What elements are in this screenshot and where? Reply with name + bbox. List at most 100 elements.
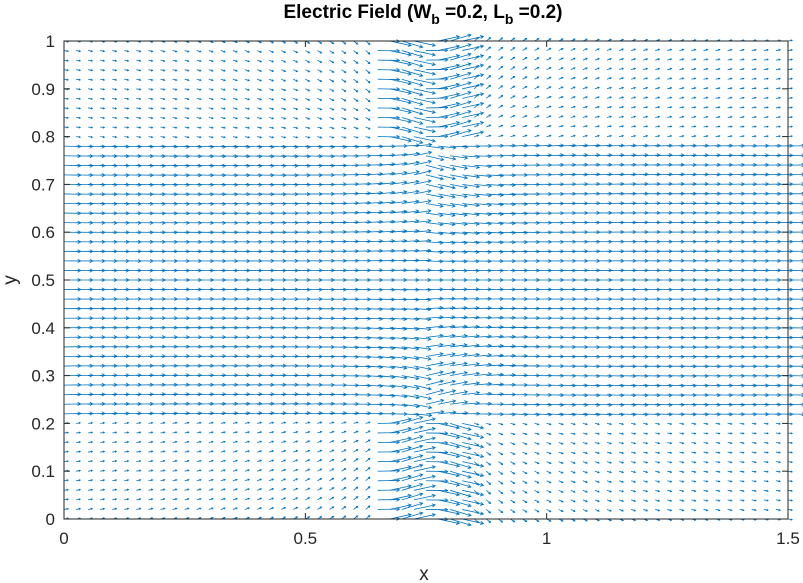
field-arrow-head — [620, 402, 625, 407]
field-arrow-head — [585, 442, 588, 445]
field-arrow-head — [295, 487, 299, 491]
field-arrow-head — [621, 451, 625, 454]
field-arrow-head — [645, 490, 649, 493]
field-arrow-head — [742, 489, 745, 493]
field-arrow-head — [573, 432, 576, 435]
field-arrow — [401, 384, 420, 389]
field-arrow-head — [476, 453, 480, 457]
field-arrow-head — [102, 507, 106, 510]
field-arrow — [462, 432, 484, 438]
field-arrow-head — [138, 431, 142, 434]
field-arrow-head — [692, 393, 697, 398]
field-arrow-head — [331, 506, 335, 509]
field-arrow-head — [573, 471, 576, 474]
field-arrow-head — [524, 334, 529, 339]
field-arrow-head — [476, 443, 480, 447]
field-arrow-head — [608, 412, 613, 417]
field-arrow-head — [657, 461, 661, 464]
field-arrow-head — [427, 366, 432, 371]
field-arrow-head — [754, 441, 757, 445]
field-arrow-head — [621, 480, 625, 483]
field-arrow — [413, 485, 436, 491]
field-arrow-head — [235, 497, 238, 500]
field-arrow-head — [500, 423, 504, 426]
field-arrow — [269, 403, 286, 405]
field-arrow-head — [480, 473, 485, 478]
field-arrow — [450, 381, 468, 386]
field-arrow-head — [549, 471, 552, 474]
field-arrow-head — [175, 440, 178, 444]
field-arrow — [462, 461, 484, 467]
field-arrow-head — [355, 515, 359, 518]
field-arrow-head — [66, 488, 70, 491]
field-arrow-head — [259, 469, 263, 472]
field-arrow — [293, 393, 311, 396]
field-arrow-head — [90, 421, 94, 425]
field-arrow — [389, 485, 412, 491]
field-arrow — [438, 344, 456, 348]
field-arrow-head — [718, 441, 721, 445]
field-arrow-head — [500, 501, 504, 504]
field-arrow-head — [681, 432, 685, 435]
field-arrow-head — [90, 507, 94, 510]
field-arrow — [389, 466, 412, 472]
field-arrow — [305, 412, 323, 415]
field-arrow-head — [271, 516, 275, 519]
field-arrow-head — [597, 509, 600, 512]
field-arrow-head — [778, 489, 781, 492]
field-arrow — [401, 512, 423, 520]
field-arrow — [498, 470, 503, 475]
field-arrow-head — [90, 469, 94, 472]
field-arrow-head — [90, 440, 94, 444]
field-arrow-head — [609, 509, 612, 512]
field-arrow-head — [271, 431, 275, 434]
field-arrow — [269, 393, 286, 396]
field-arrow-head — [211, 478, 214, 482]
field-arrow — [437, 461, 460, 467]
field-arrow-head — [282, 411, 287, 416]
field-arrow — [450, 499, 472, 507]
field-arrow-head — [440, 398, 445, 403]
field-arrow-head — [223, 516, 226, 520]
field-arrow-head — [415, 385, 420, 390]
field-arrow-head — [536, 490, 540, 494]
field-arrow-head — [766, 441, 769, 445]
field-arrow-head — [368, 430, 371, 433]
field-arrow — [498, 499, 503, 504]
field-arrow — [450, 509, 472, 517]
field-arrow-head — [247, 478, 250, 481]
field-arrow-head — [706, 422, 709, 425]
field-arrow-head — [488, 423, 492, 426]
field-arrow-head — [283, 440, 287, 443]
field-arrow-head — [573, 519, 576, 522]
field-arrow — [365, 375, 383, 378]
field-arrow-head — [151, 431, 154, 434]
field-arrow — [510, 345, 528, 348]
field-arrow-head — [766, 508, 769, 512]
field-arrow-head — [524, 354, 529, 359]
field-arrow-head — [645, 499, 649, 502]
field-arrow-head — [234, 392, 239, 397]
field-arrow — [606, 403, 624, 406]
field-arrow — [619, 394, 636, 396]
field-arrow-head — [524, 452, 528, 455]
field-arrow — [341, 468, 346, 472]
field-arrow-head — [476, 463, 480, 467]
field-arrow-head — [467, 512, 472, 517]
field-arrow-head — [549, 481, 552, 484]
field-arrow-head — [645, 461, 649, 464]
field-arrow-head — [330, 401, 336, 406]
field-arrow-head — [78, 469, 82, 472]
field-arrow — [498, 490, 503, 494]
field-arrow-head — [585, 509, 588, 512]
field-arrow — [691, 403, 709, 406]
field-arrow-head — [500, 472, 504, 475]
field-arrow-head — [549, 432, 552, 435]
field-arrow — [377, 356, 395, 359]
field-arrow-head — [331, 477, 335, 481]
field-arrow-head — [585, 500, 588, 503]
field-arrow-head — [199, 431, 202, 434]
field-arrow-head — [536, 519, 540, 522]
field-arrow-head — [706, 470, 709, 473]
field-arrow-head — [211, 469, 214, 472]
